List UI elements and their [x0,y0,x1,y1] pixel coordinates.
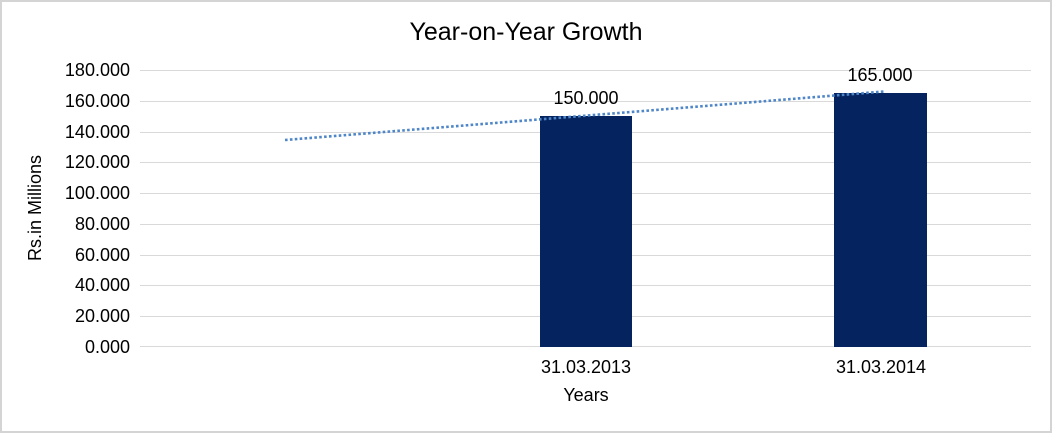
y-tick-120: 120.000 [64,152,130,172]
trendline-dotted-line [284,90,885,142]
y-tick-40: 40.000 [74,275,130,295]
plot-area: 150.000 165.000 [140,65,1031,347]
bar-31-03-2013 [540,116,632,347]
data-label-2013: 150.000 [553,88,619,109]
y-tick-80: 80.000 [74,214,130,234]
y-tick-180: 180.000 [64,60,130,80]
bar-31-03-2014 [834,93,927,347]
y-tick-20: 20.000 [74,306,130,326]
y-tick-0: 0.000 [84,337,130,357]
x-axis-title: Years [563,385,609,405]
chart-title: Year-on-Year Growth [409,18,643,46]
x-tick-2014: 31.03.2014 [835,357,927,377]
y-tick-140: 140.000 [64,122,130,142]
y-tick-100: 100.000 [64,183,130,203]
x-tick-2013: 31.03.2013 [540,357,632,377]
y-tick-60: 60.000 [74,245,130,265]
trendline [284,90,885,142]
y-tick-160: 160.000 [64,91,130,111]
gridline [140,70,1031,71]
data-label-2014: 165.000 [847,65,913,86]
gridline [140,101,1031,102]
